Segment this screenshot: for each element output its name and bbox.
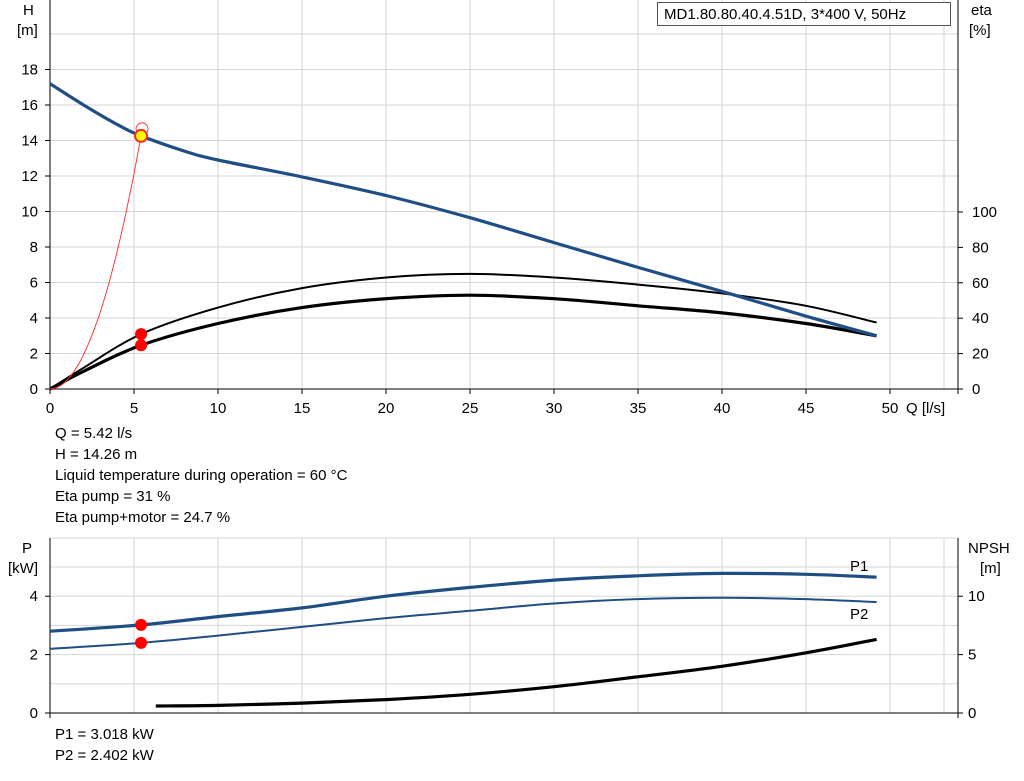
h-tick-label: 8: [30, 239, 38, 256]
h-tick-label: 12: [21, 168, 38, 185]
eta-tick-label: 0: [972, 381, 980, 398]
x-tick-label: 15: [294, 400, 311, 417]
eta-tick-label: 60: [972, 275, 989, 292]
x-tick-label: 5: [130, 400, 138, 417]
x-tick-label: 50: [882, 400, 899, 417]
eta-pump-readout: Eta pump = 31 %: [55, 488, 171, 505]
p-axis-label: P: [22, 540, 32, 557]
pump-model-label: MD1.80.80.40.4.51D, 3*400 V, 50Hz: [657, 2, 951, 26]
p2-curve: [49, 596, 877, 650]
eta-pump-motor-readout: Eta pump+motor = 24.7 %: [55, 509, 231, 526]
eta-tick-label: 80: [972, 239, 989, 256]
p1-curve-label: P1: [850, 558, 868, 575]
p-tick-label: 2: [30, 647, 38, 664]
operating-point-info: Q = 5.42 l/s H = 14.26 m Liquid temperat…: [55, 423, 347, 528]
x-tick-label: 10: [210, 400, 227, 417]
x-tick-label: 40: [714, 400, 731, 417]
head-operating-point: [134, 128, 149, 143]
x-tick-label: 25: [462, 400, 479, 417]
p2-operating-point: [135, 636, 148, 649]
liquid-temperature-readout: Liquid temperature during operation = 60…: [55, 467, 348, 484]
h-axis-unit: [m]: [17, 22, 38, 39]
p1-curve: [49, 571, 877, 633]
head-readout: H = 14.26 m: [55, 446, 138, 463]
p-axis-unit: [kW]: [8, 560, 38, 577]
eta-tick-label: 20: [972, 346, 989, 363]
eta-pump-motor-curve: [49, 293, 877, 391]
p-tick-label: 4: [30, 588, 38, 605]
npsh-tick-label: 5: [968, 647, 976, 664]
eta-tick-label: 40: [972, 310, 989, 327]
x-tick-label: 30: [546, 400, 563, 417]
eta-pump-operating-point: [135, 328, 148, 341]
npsh-tick-label: 10: [968, 588, 985, 605]
x-tick-label: 35: [630, 400, 647, 417]
eta-axis-label: eta: [971, 2, 993, 19]
eta-tick-label: 100: [972, 204, 997, 221]
h-tick-label: 2: [30, 346, 38, 363]
p1-operating-point: [135, 618, 148, 631]
npsh-tick-label: 0: [968, 705, 976, 722]
h-axis-label: H: [23, 2, 34, 19]
power-info: P1 = 3.018 kW P2 = 2.402 kW: [55, 724, 154, 766]
p2-readout: P2 = 2.402 kW: [55, 747, 154, 764]
h-tick-label: 14: [21, 133, 38, 150]
x-tick-label: 0: [46, 400, 54, 417]
x-tick-label: 45: [798, 400, 815, 417]
npsh-curve: [155, 637, 877, 708]
p1-readout: P1 = 3.018 kW: [55, 726, 154, 743]
h-tick-label: 18: [21, 62, 38, 79]
h-tick-label: 6: [30, 275, 38, 292]
npsh-axis-unit: [m]: [980, 560, 1001, 577]
eta-axis-unit: [%]: [969, 22, 991, 39]
h-tick-label: 10: [21, 204, 38, 221]
p2-curve-label: P2: [850, 606, 868, 623]
q-axis-label: Q [l/s]: [906, 400, 945, 417]
h-tick-label: 4: [30, 310, 38, 327]
flow-readout: Q = 5.42 l/s: [55, 425, 133, 442]
system-curve: [49, 135, 142, 390]
h-tick-label: 0: [30, 381, 38, 398]
head-curve: [49, 82, 878, 338]
p-tick-label: 0: [30, 705, 38, 722]
eta-total-operating-point: [135, 339, 148, 352]
h-tick-label: 16: [21, 97, 38, 114]
npsh-axis-label: NPSH: [968, 540, 1010, 557]
x-tick-label: 20: [378, 400, 395, 417]
eta-pump-curve: [49, 272, 877, 390]
